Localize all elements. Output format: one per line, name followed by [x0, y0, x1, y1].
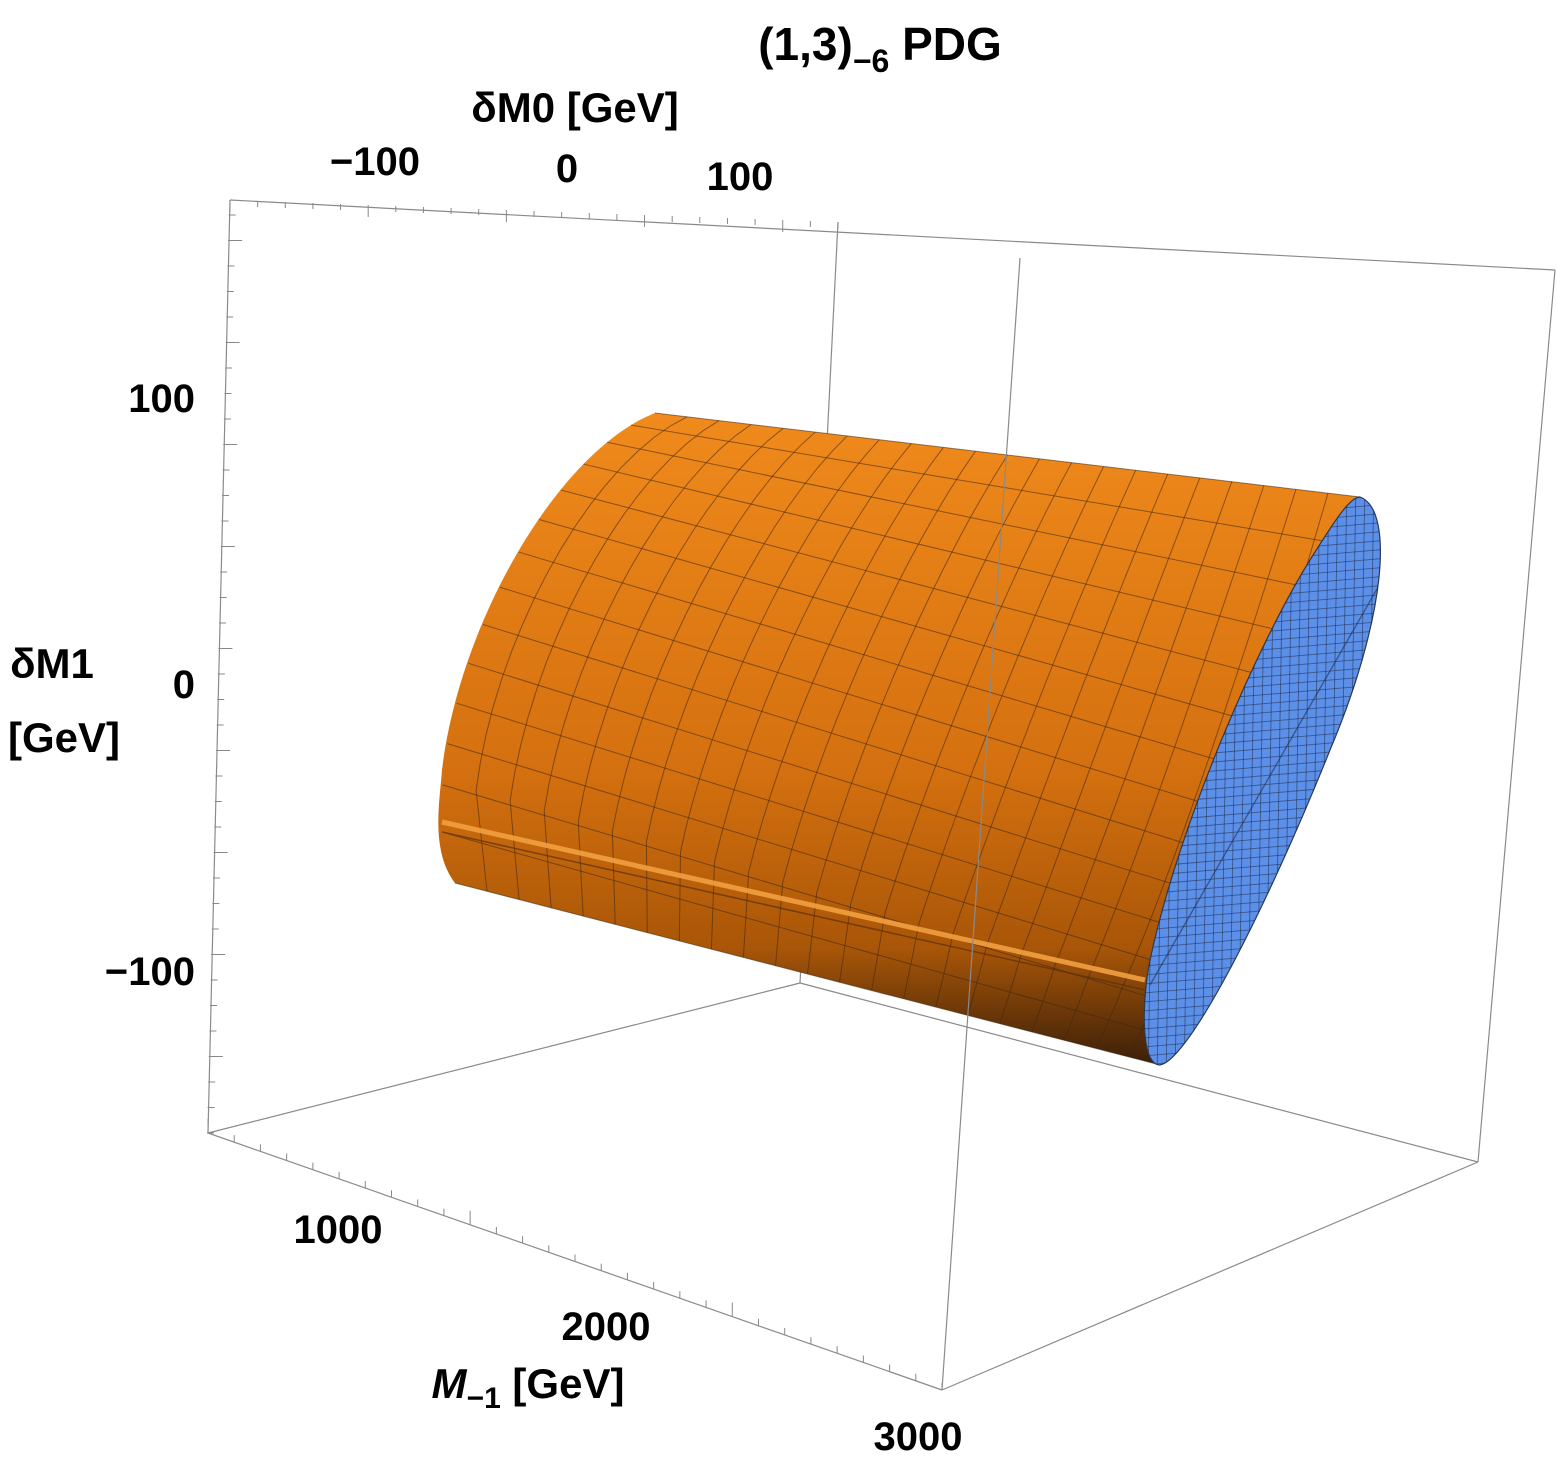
- mesh-line-cross: [999, 477, 1201, 1024]
- cylinder-side-seam-edge: [441, 831, 1146, 991]
- box-edge: [1477, 269, 1556, 1163]
- tick-M: 2000: [562, 1305, 651, 1349]
- box-edge: [207, 982, 801, 1134]
- cap-mesh-line: [1400, 480, 1410, 1080]
- tick-dM0: 0: [556, 147, 578, 191]
- mesh-line-cross: [509, 420, 720, 900]
- mesh-line-cross: [645, 435, 848, 933]
- mesh-line-cross: [611, 431, 816, 925]
- tick-dM1: 100: [128, 377, 195, 421]
- cylinder-side-mesh: [442, 412, 1361, 1066]
- axis-label-M-main: M: [432, 1360, 468, 1407]
- axis-label-dM1-unit: [GeV]: [8, 714, 120, 761]
- axis-label-M-sub: −1: [467, 1382, 501, 1415]
- box-edge: [941, 257, 1021, 1391]
- mesh-line-cross: [839, 458, 1040, 983]
- mesh-line-cross: [710, 443, 912, 950]
- mesh-line-cross: [807, 454, 1008, 975]
- chart-title-main: (1,3): [758, 18, 853, 70]
- tick-dM1: 0: [173, 663, 195, 707]
- mesh-line-cross: [775, 450, 976, 966]
- mesh-line-cross: [577, 427, 784, 917]
- axis-label-M: M−1 [GeV]: [432, 1360, 625, 1415]
- mesh-line-cross: [871, 462, 1073, 991]
- cylinder-side-seam: [441, 819, 1146, 983]
- tick-dM0: 100: [707, 155, 774, 199]
- box-edge: [799, 982, 1479, 1163]
- tick-M: 1000: [294, 1208, 383, 1252]
- mesh-line-cross: [678, 439, 880, 941]
- mesh-line-cross: [475, 416, 688, 892]
- tick-dM0: −100: [330, 140, 420, 184]
- cap-mesh-line: [1382, 480, 1392, 1080]
- axis-label-dM0: δM0 [GeV]: [471, 84, 679, 131]
- tick-dM1: −100: [105, 950, 195, 994]
- cap-mesh-line: [1391, 480, 1401, 1080]
- axis-ticks: [206, 200, 943, 1390]
- cap-mesh-line: [1120, 1088, 1400, 1112]
- mesh-line-cross: [742, 447, 944, 958]
- plot-bounding-box-front: [941, 257, 1021, 1391]
- cap-mesh-line: [1120, 1079, 1400, 1103]
- tick-M: 3000: [874, 1415, 963, 1459]
- box-edge: [941, 1161, 1479, 1391]
- chart-title-suffix: PDG: [889, 18, 1001, 70]
- cap-diagonal: [1149, 574, 1381, 986]
- axis-label-dM1: δM1: [10, 640, 94, 687]
- mesh-line-cross: [1031, 481, 1233, 1033]
- mesh-line-cross: [903, 466, 1105, 999]
- mesh-line-cross: [935, 470, 1137, 1008]
- mesh-line-cross: [543, 424, 752, 908]
- cylinder-side-surface: [438, 412, 1361, 1066]
- mesh-line-cross: [967, 473, 1169, 1016]
- cylinder-side-fill: [438, 413, 1360, 1065]
- cap-mesh-line: [1120, 1070, 1400, 1094]
- chart-title: (1,3)−6 PDG: [758, 18, 1002, 79]
- chart-title-sub: −6: [853, 43, 889, 79]
- box-edge: [207, 199, 231, 1134]
- box-edge: [229, 199, 1556, 271]
- axis-label-M-suffix: [GeV]: [501, 1360, 625, 1407]
